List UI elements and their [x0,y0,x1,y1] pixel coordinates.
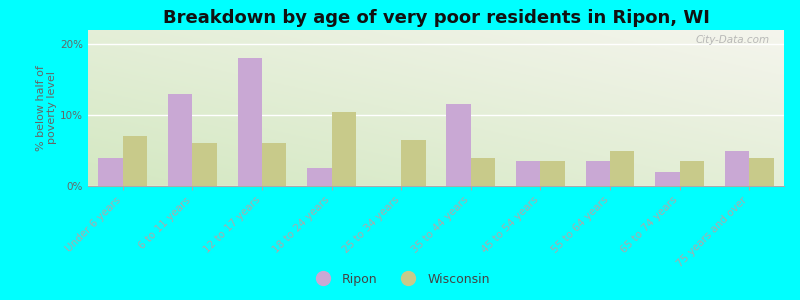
Bar [123,136,147,186]
Legend: Ripon, Wisconsin: Ripon, Wisconsin [306,268,494,291]
Y-axis label: % below half of
poverty level: % below half of poverty level [36,65,58,151]
Bar [402,140,426,186]
Bar [332,112,356,186]
Bar [680,161,704,186]
Bar [262,143,286,186]
Bar [168,94,193,186]
Bar [238,58,262,186]
Bar [541,161,565,186]
Text: City-Data.com: City-Data.com [696,35,770,45]
Bar [307,168,332,186]
Bar [193,143,217,186]
Bar [516,161,541,186]
Bar [725,151,749,186]
Bar [610,151,634,186]
Bar [586,161,610,186]
Bar [98,158,123,186]
Title: Breakdown by age of very poor residents in Ripon, WI: Breakdown by age of very poor residents … [162,9,710,27]
Bar [446,104,470,186]
Bar [655,172,680,186]
Bar [750,158,774,186]
Bar [471,158,495,186]
